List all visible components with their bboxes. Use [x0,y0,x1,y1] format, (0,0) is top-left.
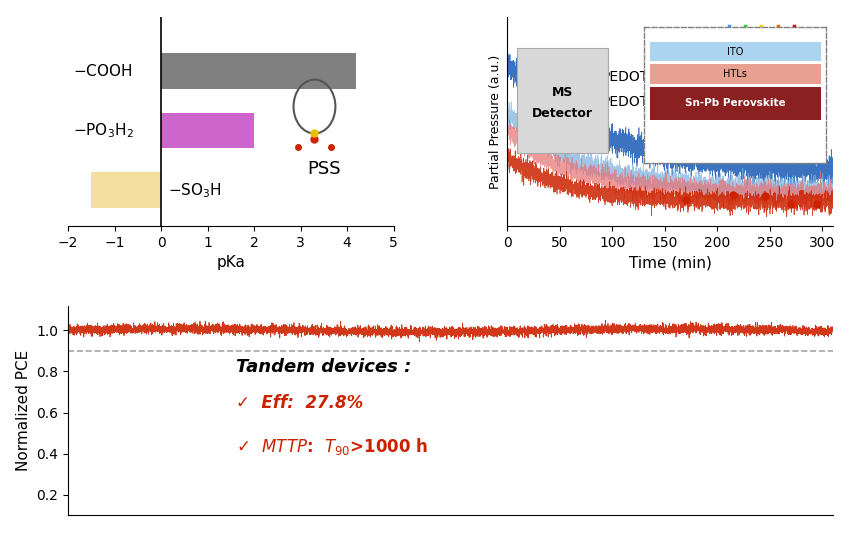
X-axis label: Time (min): Time (min) [629,255,711,270]
Bar [91,172,161,208]
Y-axis label: Normalized PCE: Normalized PCE [15,350,31,471]
Text: ✓  Eff:  27.8%: ✓ Eff: 27.8% [236,394,364,412]
X-axis label: pKa: pKa [217,255,245,270]
Bar [161,53,356,88]
Y-axis label: Partial Pressure (a.u.): Partial Pressure (a.u.) [489,54,501,189]
Text: $-$PO$_3$H$_2$: $-$PO$_3$H$_2$ [72,121,133,140]
Bar [161,113,254,148]
Text: Tandem devices :: Tandem devices : [236,358,411,376]
Text: $\checkmark$  $\mathit{MTTP}$:  $\mathit{T}_{90}$>1000 h: $\checkmark$ $\mathit{MTTP}$: $\mathit{T… [236,436,428,456]
Text: $-$COOH: $-$COOH [72,63,132,78]
Text: $-$SO$_3$H: $-$SO$_3$H [168,181,222,200]
Text: PEDOT:HI: PEDOT:HI [602,95,666,109]
Text: PEDOT:MA: PEDOT:MA [602,69,674,83]
Text: PSS: PSS [307,160,341,179]
